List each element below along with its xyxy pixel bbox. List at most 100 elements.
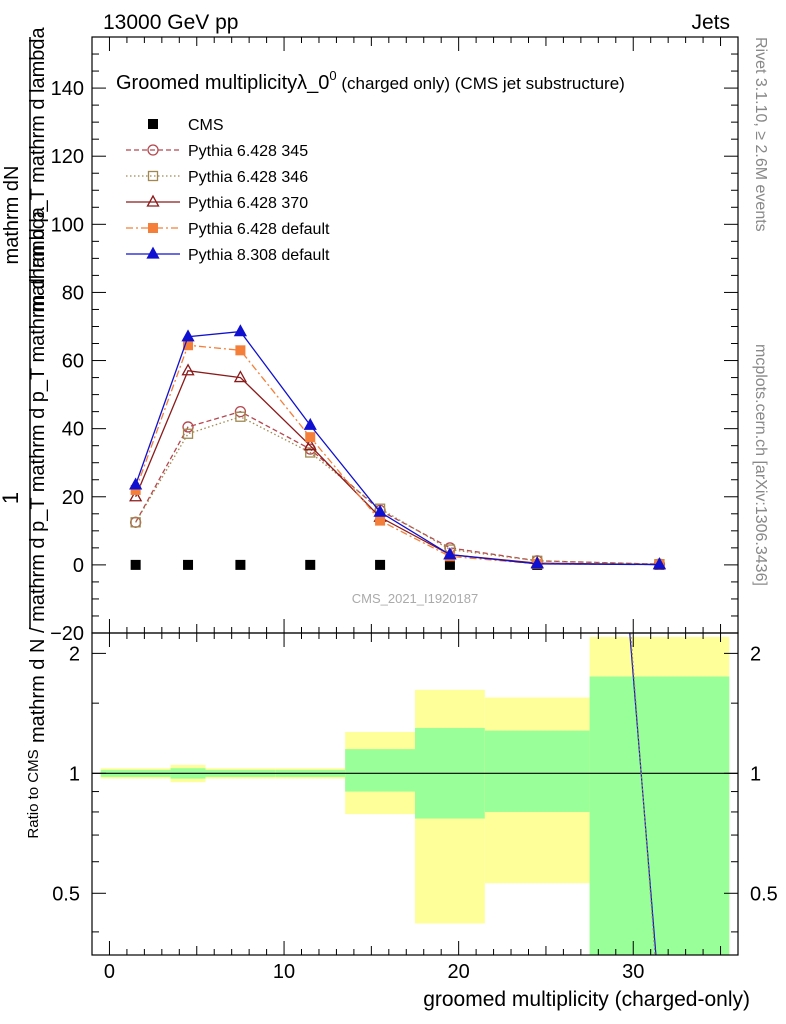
legend-label: Pythia 6.428 346 <box>188 169 308 186</box>
ratio-line-1 <box>630 632 656 956</box>
band-green <box>484 730 590 812</box>
data-point <box>373 504 387 517</box>
ratio-ticks: 0.5 0.51 12 20 10 20 30 <box>52 633 778 983</box>
data-point <box>444 559 455 570</box>
title-sup: 0 <box>329 68 336 83</box>
main-ylabel: 1 mathrm dN mathrm d p_T mathrm d lambda… <box>0 26 49 743</box>
main-series <box>129 324 667 570</box>
data-point <box>182 428 194 439</box>
data-point <box>375 515 386 526</box>
main-ytick-label: −20 <box>50 623 84 645</box>
series-2 <box>130 411 665 570</box>
legend-label: Pythia 8.308 default <box>188 247 330 264</box>
data-point <box>129 477 143 490</box>
series-0 <box>130 559 665 570</box>
legend-marker <box>146 194 160 207</box>
series-3 <box>129 363 667 570</box>
ratio-ytick-label-right: 1 <box>750 763 761 785</box>
series-1 <box>129 405 666 570</box>
xtick-label: 0 <box>104 961 115 983</box>
ratio-lines <box>629 632 657 956</box>
ylabel-one: 1 <box>0 492 23 504</box>
data-point <box>305 559 316 570</box>
data-point <box>182 421 194 433</box>
main-ytick-label: 0 <box>73 555 84 577</box>
data-point <box>130 559 141 570</box>
xlabel: groomed multiplicity (charged-only) <box>423 988 750 1011</box>
main-ticks: −20 0 20 40 60 80 100 120 140 <box>50 36 738 645</box>
main-ytick-label: 60 <box>62 351 84 373</box>
data-point <box>181 363 195 376</box>
legend-label: Pythia 6.428 345 <box>188 143 308 160</box>
legend-entry-0: CMS <box>148 117 224 134</box>
data-point <box>183 559 194 570</box>
legend-entry-1: Pythia 6.428 345 <box>126 143 308 160</box>
band-green <box>345 749 415 792</box>
ratio-ytick-label: 2 <box>69 643 80 665</box>
watermark: CMS_2021_I1920187 <box>352 591 479 606</box>
ylabel-denominator-bottom: mathrm d N / mathrm d p_T mathrm d p_T m… <box>27 206 49 743</box>
data-point <box>303 417 317 430</box>
legend-label: CMS <box>188 117 224 134</box>
main-ytick-label: 20 <box>62 487 84 509</box>
legend-entry-4: Pythia 6.428 default <box>126 221 330 238</box>
mcplots-label: mcplots.cern.ch [arXiv:1306.3436] <box>752 344 769 586</box>
legend-label: Pythia 6.428 default <box>188 221 330 238</box>
data-point <box>235 411 246 422</box>
data-point <box>233 370 248 383</box>
legend-entry-3: Pythia 6.428 370 <box>126 194 308 212</box>
ylabel-numerator-top: mathrm dN <box>1 166 23 265</box>
data-point <box>305 447 316 458</box>
xtick-label: 20 <box>448 961 470 983</box>
ylabel-denominator-top: mathrm d p_T mathrm d lambda <box>27 26 49 312</box>
legend-label: Pythia 6.428 370 <box>188 195 308 212</box>
legend-marker <box>146 246 160 259</box>
main-ytick-label: 80 <box>62 282 84 304</box>
band-green <box>589 676 730 955</box>
series-5 <box>129 324 667 570</box>
ratio-ytick-label-right: 0.5 <box>750 883 778 905</box>
series-line <box>135 344 660 566</box>
main-ytick-label: 100 <box>51 214 84 236</box>
data-point <box>530 556 544 569</box>
ratio-ytick-label-right: 2 <box>750 643 761 665</box>
xtick-label: 30 <box>622 961 644 983</box>
main-ytick-label: 120 <box>51 146 84 168</box>
data-point <box>130 517 141 528</box>
data-point <box>129 489 143 502</box>
xtick-label: 10 <box>273 961 295 983</box>
ratio-panel: 0.5 0.51 12 20 10 20 30 Ratio to CMS groomed m… <box>25 632 778 1011</box>
ratio-ytick-label: 0.5 <box>52 883 80 905</box>
data-point <box>235 559 246 570</box>
data-point <box>305 432 316 443</box>
title-tail: (charged only) (CMS jet substructure) <box>337 74 625 93</box>
title-main: Groomed multiplicityλ_0 <box>116 72 329 94</box>
ratio-frame <box>91 632 739 956</box>
main-ytick-label: 140 <box>51 78 84 100</box>
series-line <box>135 370 660 566</box>
series-line <box>135 416 660 565</box>
ratio-bands <box>100 636 730 955</box>
legend-entry-5: Pythia 8.308 default <box>126 246 330 264</box>
legend-marker <box>148 119 158 129</box>
data-point <box>443 547 457 560</box>
series-line <box>135 410 660 565</box>
legend-marker <box>147 144 159 156</box>
chart-title: Groomed multiplicityλ_00 (charged only) … <box>116 68 625 94</box>
series-line <box>135 330 660 566</box>
ratio-ylabel: Ratio to CMS <box>25 749 42 838</box>
data-point <box>235 345 246 356</box>
ratio-ytick-label: 1 <box>69 763 80 785</box>
data-point <box>303 438 317 451</box>
data-point <box>181 329 195 342</box>
data-point <box>652 557 667 570</box>
data-point <box>233 324 248 337</box>
rivet-label: Rivet 3.1.10, ≥ 2.6M events <box>752 37 769 232</box>
header-right: Jets <box>691 11 730 34</box>
series-4 <box>130 340 665 570</box>
header-left: 13000 GeV pp <box>103 11 238 34</box>
legend-entry-2: Pythia 6.428 346 <box>126 169 308 186</box>
legend-marker <box>148 223 158 233</box>
